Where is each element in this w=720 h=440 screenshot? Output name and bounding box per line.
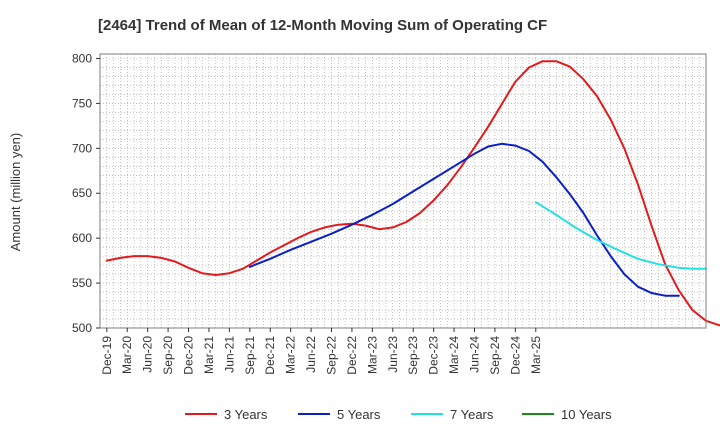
x-tick-label: Sep-24 [488, 336, 502, 375]
x-tick-label: Jun-24 [467, 336, 481, 373]
x-tick-label: Jun-21 [222, 336, 236, 373]
x-tick-label: Mar-25 [529, 336, 543, 374]
x-tick-label: Mar-24 [447, 336, 461, 374]
x-tick-label: Dec-19 [100, 336, 114, 375]
chart-title: [2464] Trend of Mean of 12-Month Moving … [98, 17, 547, 34]
series-layer [105, 60, 720, 327]
grid [100, 54, 706, 329]
y-tick-label: 600 [72, 231, 92, 245]
x-ticks: Dec-19 Mar-20 Jun-20 Sep-20 Dec-20 Mar-21 Jun-… [100, 328, 543, 375]
x-tick-label: Mar-20 [120, 336, 134, 374]
y-axis-label: Amount (million yen) [8, 133, 23, 252]
y-tick-label: 700 [72, 141, 92, 155]
series-line-3-years [105, 60, 720, 327]
x-tick-label: Mar-21 [202, 336, 216, 374]
y-tick-label: 550 [72, 276, 92, 290]
x-tick-label: Sep-21 [243, 336, 257, 375]
x-tick-label: Dec-20 [182, 336, 196, 375]
x-tick-label: Sep-23 [406, 336, 420, 375]
x-tick-label: Dec-21 [263, 336, 277, 375]
series-line-5-years [248, 142, 680, 297]
y-tick-label: 500 [72, 321, 92, 335]
x-tick-label: Mar-23 [365, 336, 379, 374]
x-tick-label: Dec-23 [427, 336, 441, 375]
plot-frame [99, 53, 707, 329]
x-tick-label: Jun-20 [141, 336, 155, 373]
y-ticks: 500 550 600 650 700 750 800 [72, 51, 100, 335]
x-tick-label: Mar-22 [284, 336, 298, 374]
y-tick-label: 650 [72, 186, 92, 200]
x-tick-label: Jun-23 [386, 336, 400, 373]
y-tick-label: 800 [72, 51, 92, 65]
series-line-7-years [534, 201, 707, 270]
legend: 3 Years 5 Years 7 Years 10 Years [185, 407, 612, 422]
legend-label: 5 Years [337, 407, 381, 422]
legend-label: 10 Years [561, 407, 612, 422]
legend-label: 7 Years [450, 407, 494, 422]
x-tick-label: Sep-22 [325, 336, 339, 375]
y-tick-label: 750 [72, 96, 92, 110]
legend-label: 3 Years [224, 407, 268, 422]
x-tick-label: Sep-20 [161, 336, 175, 375]
x-tick-label: Jun-22 [304, 336, 318, 373]
x-tick-label: Dec-22 [345, 336, 359, 375]
x-tick-label: Dec-24 [508, 336, 522, 375]
